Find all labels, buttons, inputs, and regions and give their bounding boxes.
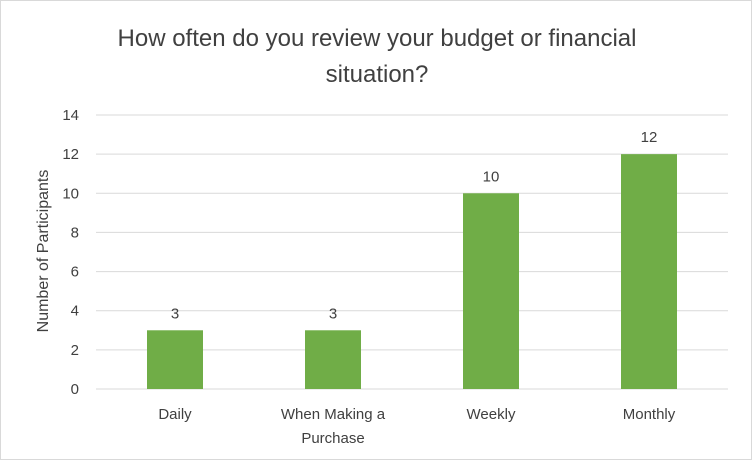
bar-1 [305, 330, 361, 389]
y-tick-label: 2 [71, 342, 79, 359]
y-tick-label: 4 [71, 303, 79, 320]
data-label: 3 [171, 305, 179, 322]
data-label: 12 [641, 129, 658, 146]
data-label: 10 [483, 168, 500, 185]
y-tick-label: 8 [71, 224, 79, 241]
x-category-label: Weekly [467, 406, 516, 423]
bar-3 [621, 154, 677, 389]
data-labels: 3 3 10 12 [171, 129, 658, 322]
bar-0 [147, 330, 203, 389]
y-axis-label: Number of Participants [35, 170, 52, 333]
y-tick-label: 12 [62, 146, 79, 163]
data-label: 3 [329, 305, 337, 322]
y-tick-label: 0 [71, 381, 79, 398]
y-tick-labels: 0 2 4 6 8 10 12 14 [62, 107, 79, 398]
y-tick-label: 6 [71, 264, 79, 281]
x-category-label: When Making a Purchase [281, 406, 386, 447]
x-category-labels: Daily When Making a Purchase Weekly Monthly [158, 406, 675, 447]
y-tick-label: 14 [62, 107, 79, 124]
y-tick-label: 10 [62, 185, 79, 202]
x-category-label: Monthly [623, 406, 676, 423]
x-category-label: Daily [158, 406, 192, 423]
chart-title: How often do you review your budget or f… [117, 25, 637, 88]
bar-2 [463, 193, 519, 389]
bars [147, 154, 677, 389]
